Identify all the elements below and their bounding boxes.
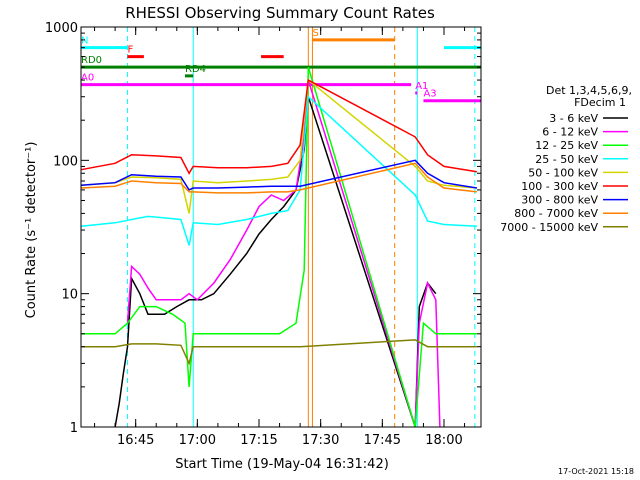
y-axis-label: Count Rate (s⁻¹ detector⁻¹) [24,142,39,319]
x-tick-label-5: 18:00 [425,433,462,448]
flag-label-a3: A3 [423,89,436,100]
y-tick-label-1: 10 [61,288,78,303]
legend-label-7: 800 - 7000 keV [514,207,598,220]
plot-frame [80,26,482,428]
series-line-4 [80,78,477,214]
flag-label-a0: A0 [81,73,94,84]
legend-label-3: 25 - 50 keV [535,153,598,166]
y-tick-label-0: 1 [70,421,78,436]
series-line-7 [80,162,477,194]
legend-label-6: 300 - 800 keV [521,194,598,207]
footer-timestamp: 17-Oct-2021 15:18 [558,467,634,476]
flag-label-s: S [312,28,318,39]
x-tick-label-1: 17:00 [179,433,216,448]
flag-label-rd4: RD4 [185,64,206,75]
flag-label-rd0: RD0 [81,55,102,66]
legend-label-4: 50 - 100 keV [528,166,598,179]
x-tick-label-0: 16:45 [117,433,154,448]
flag-label-f: F [127,45,133,56]
legend-label-5: 100 - 300 keV [521,180,598,193]
y-axis: 1 10 100 1000 [45,21,481,436]
x-tick-label-2: 17:15 [240,433,277,448]
flag-label-a1: A1 [415,81,428,92]
legend-label-0: 3 - 6 keV [549,112,598,125]
series-line-3 [80,95,477,246]
legend-label-1: 6 - 12 keV [542,126,598,139]
series-line-5 [80,78,478,175]
x-axis: 16:45 17:00 17:15 17:30 17:45 18:00 [94,27,466,448]
x-axis-label: Start Time (19-May-04 16:31:42) [175,457,389,472]
y-tick-label-2: 100 [53,154,78,169]
x-tick-label-3: 17:30 [302,433,339,448]
legend-label-2: 12 - 25 keV [535,139,598,152]
legend-header-line2: FDecim 1 [574,96,626,109]
y-tick-label-3: 1000 [45,21,78,36]
series-line-0 [114,96,437,428]
series-line-1 [126,79,441,428]
legend-label-8: 7000 - 15000 keV [500,221,598,234]
chart-title: RHESSI Observing Summary Count Rates [125,4,435,22]
series-line-6 [80,159,478,191]
series-line-8 [81,339,477,366]
flag-label-n: N [81,36,88,47]
x-tick-label-4: 17:45 [364,433,401,448]
legend-header-line1: Det 1,3,4,5,6,9, [546,84,632,97]
